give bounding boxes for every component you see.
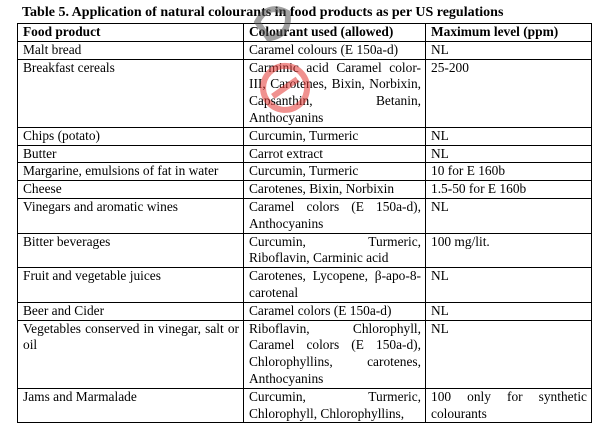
table-row: Cheese Carotenes, Bixin, Norbixin 1.5-50 f… [17, 180, 592, 199]
cell-colourant: Carrot extract [243, 144, 426, 164]
table-title: Table 5. Application of natural colouran… [22, 5, 504, 20]
cell-max-level: NL [425, 197, 592, 234]
cell-food-product: Bitter beverages [17, 232, 244, 269]
header-colourant: Colourant used (allowed) [243, 23, 426, 42]
table-row: Vegetables conserved in vinegar, salt or… [17, 319, 592, 389]
table-row: Malt bread Caramel colours (E 150a-d) NL [17, 40, 592, 60]
cell-food-product: Beer and Cider [17, 301, 244, 321]
cell-max-level: NL [425, 40, 592, 60]
cell-max-level: NL [425, 144, 592, 164]
cell-food-product: Breakfast cereals [17, 58, 244, 128]
cell-food-product: Butter [17, 144, 244, 164]
cell-colourant: Curcumin, Turmeric [243, 126, 426, 146]
cell-food-product: Margarine, emulsions of fat in water [17, 162, 244, 182]
cell-max-level: NL [425, 319, 592, 389]
cell-food-product: Jams and Marmalade [17, 387, 244, 424]
cell-colourant: Carminic acid Caramel color-III, Caroten… [243, 58, 426, 128]
table-row: Jams and Marmalade Curcumin, Turmeric, Ch… [17, 387, 592, 424]
cell-food-product: Malt bread [17, 40, 244, 60]
cell-max-level: 100 mg/lit. [425, 232, 592, 269]
cell-max-level: NL [425, 301, 592, 321]
header-max-level: Maximum level (ppm) [425, 23, 592, 42]
cell-colourant: Carotenes, Bixin, Norbixin [243, 180, 426, 199]
cell-colourant: Caramel colours (E 150a-d) [243, 40, 426, 60]
cell-food-product: Fruit and vegetable juices [17, 267, 244, 303]
cell-colourant: Caramel colors (E 150a-d) [243, 301, 426, 321]
cell-colourant: Carotenes, Lycopene, β-apo-8-carotenal [243, 267, 426, 303]
cell-max-level: 100 only for synthetic colourants [425, 387, 592, 424]
cell-colourant: Riboflavin, Chlorophyll, Caramel colors … [243, 319, 426, 389]
cell-max-level: 10 for E 160b [425, 162, 592, 182]
cell-food-product: Chips (potato) [17, 126, 244, 146]
cell-colourant: Curcumin, Turmeric, Riboflavin, Carminic… [243, 232, 426, 269]
table-row: Breakfast cereals Carminic acid Caramel c… [17, 58, 592, 128]
cell-food-product: Vinegars and aromatic wines [17, 197, 244, 234]
cell-max-level: NL [425, 126, 592, 146]
cell-food-product: Vegetables conserved in vinegar, salt or… [17, 319, 244, 389]
cell-colourant: Caramel colors (E 150a-d), Anthocyanins [243, 197, 426, 234]
cell-food-product: Cheese [17, 180, 244, 199]
header-food-product: Food product [17, 23, 244, 42]
cell-colourant: Curcumin, Turmeric [243, 162, 426, 182]
table-header-row: Food product Colourant used (allowed) Ma… [17, 23, 592, 42]
cell-colourant: Curcumin, Turmeric, Chlorophyll, Chlorop… [243, 387, 426, 424]
table-row: Butter Carrot extract NL [17, 144, 592, 164]
colourants-table: Food product Colourant used (allowed) Ma… [17, 23, 592, 424]
table-row: Chips (potato) Curcumin, Turmeric NL [17, 126, 592, 146]
table-row: Margarine, emulsions of fat in water Curc… [17, 162, 592, 182]
table-row: Fruit and vegetable juices Carotenes, Lyc… [17, 267, 592, 303]
table-row: Beer and Cider Caramel colors (E 150a-d) N… [17, 301, 592, 321]
table-row: Vinegars and aromatic wines Caramel color… [17, 197, 592, 234]
cell-max-level: 25-200 [425, 58, 592, 128]
table-row: Bitter beverages Curcumin, Turmeric, Ribo… [17, 232, 592, 269]
cell-max-level: NL [425, 267, 592, 303]
cell-max-level: 1.5-50 for E 160b [425, 180, 592, 199]
